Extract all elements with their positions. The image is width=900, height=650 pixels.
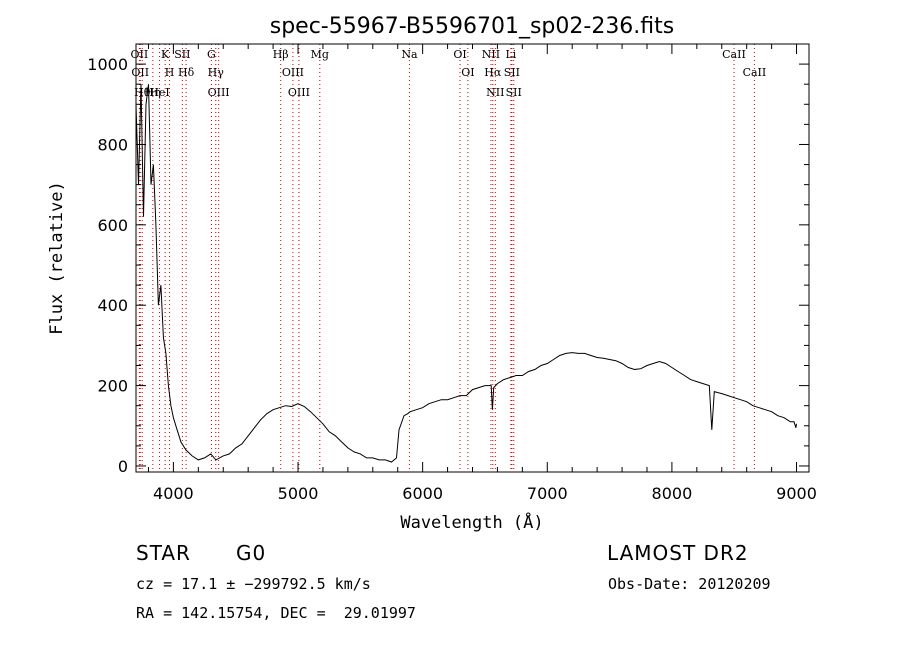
line-label: OI — [461, 66, 474, 79]
line-label: G — [207, 48, 216, 61]
line-label: OIII — [288, 86, 310, 99]
y-tick-label: 400 — [97, 296, 128, 315]
plot-frame — [135, 43, 810, 473]
y-tick-label: 0 — [118, 457, 128, 476]
line-label: OIII — [282, 66, 304, 79]
line-label: SII — [174, 48, 190, 61]
line-label: Li — [505, 48, 516, 61]
line-label: SII — [504, 66, 520, 79]
spectral-line-markers — [138, 44, 755, 472]
obs-date: Obs-Date: 20120209 — [608, 575, 771, 593]
x-tick-label: 9000 — [776, 484, 817, 503]
x-tick-label: 5000 — [278, 484, 319, 503]
line-label: OII — [131, 48, 149, 61]
y-tick-label: 600 — [97, 216, 128, 235]
line-label: H — [165, 66, 175, 79]
y-tick-label: 1000 — [87, 55, 128, 74]
line-label: NII — [482, 48, 500, 61]
line-label: OI — [453, 48, 466, 61]
x-tick-label: 6000 — [402, 484, 443, 503]
line-label: Hβ — [273, 48, 289, 61]
line-label: Hγ — [208, 66, 225, 79]
line-label: OIII — [208, 86, 230, 99]
coordinates-text: RA = 142.15754, DEC = 29.01997 — [136, 604, 416, 622]
line-label: CaII — [743, 66, 767, 79]
line-label: HeI — [149, 86, 169, 99]
spectrum-line — [135, 84, 797, 463]
line-label: Na — [401, 48, 418, 61]
line-label: NII — [486, 86, 504, 99]
survey-name: LAMOST DR2 — [607, 541, 749, 565]
line-label: OII — [131, 66, 149, 79]
object-subclass: G0 — [236, 541, 267, 565]
axis-ticks: 4000 5000 6000 7000 8000 9000 0 200 400 600 800 100… — [87, 44, 817, 503]
line-label: Hδ — [178, 66, 195, 79]
x-axis-label: Wavelength (Å) — [400, 511, 543, 533]
line-label: K — [161, 48, 170, 61]
spectrum-series — [135, 84, 797, 463]
redshift-text: cz = 17.1 ± −299792.5 km/s — [136, 575, 371, 593]
x-tick-label: 8000 — [652, 484, 693, 503]
line-label: Mg — [311, 48, 329, 61]
x-tick-label: 4000 — [153, 484, 194, 503]
y-tick-label: 200 — [97, 377, 128, 396]
line-label: CaII — [722, 48, 746, 61]
y-tick-label: 800 — [97, 135, 128, 154]
line-label: SII — [506, 86, 522, 99]
object-class: STAR — [136, 541, 191, 565]
line-label: Hα — [484, 66, 502, 79]
x-tick-label: 7000 — [527, 484, 568, 503]
y-axis-label: Flux (relative) — [47, 181, 67, 335]
chart-title: spec-55967-B5596701_sp02-236.fits — [270, 14, 675, 39]
